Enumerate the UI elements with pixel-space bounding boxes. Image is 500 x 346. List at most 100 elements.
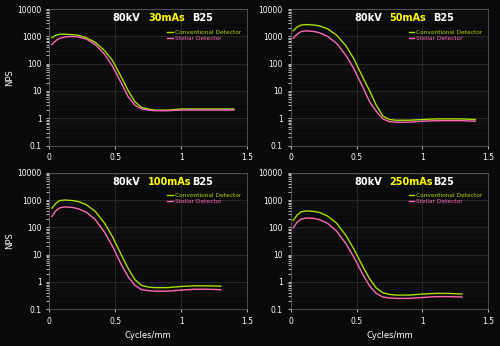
Conventional Detector <box>304 22 310 27</box>
Conventional Detector <box>294 25 300 29</box>
Conventional Detector <box>312 209 318 213</box>
Stellar Detector <box>294 32 300 36</box>
Stellar Detector <box>152 289 158 293</box>
Stellar Detector <box>366 284 372 288</box>
X-axis label: Cycles/mm: Cycles/mm <box>125 331 172 340</box>
Stellar Detector <box>132 103 138 107</box>
Stellar Detector <box>420 295 426 300</box>
Stellar Detector <box>57 206 63 210</box>
Stellar Detector <box>218 288 224 292</box>
Line: Conventional Detector: Conventional Detector <box>293 211 462 295</box>
Stellar Detector <box>70 34 76 38</box>
Stellar Detector <box>165 109 171 113</box>
Text: B25: B25 <box>192 177 212 187</box>
Conventional Detector <box>290 218 296 222</box>
Stellar Detector <box>145 289 151 293</box>
Conventional Detector <box>459 117 465 121</box>
Stellar Detector <box>75 207 81 211</box>
Stellar Detector <box>459 295 465 299</box>
Conventional Detector <box>343 44 349 48</box>
Conventional Detector <box>360 265 366 269</box>
Stellar Detector <box>343 242 349 246</box>
Stellar Detector <box>290 36 296 40</box>
Text: 250mAs: 250mAs <box>390 177 433 187</box>
Conventional Detector <box>192 284 198 288</box>
Text: 100mAs: 100mAs <box>148 177 192 187</box>
Stellar Detector <box>374 291 380 295</box>
Conventional Detector <box>360 76 366 80</box>
Conventional Detector <box>110 58 116 63</box>
Stellar Detector <box>57 36 63 40</box>
Conventional Detector <box>420 292 426 296</box>
Stellar Detector <box>420 119 426 123</box>
Legend: Conventional Detector, Stellar Detector: Conventional Detector, Stellar Detector <box>166 28 242 42</box>
Conventional Detector <box>92 40 98 45</box>
Conventional Detector <box>386 118 392 122</box>
Conventional Detector <box>119 76 125 80</box>
Conventional Detector <box>393 293 399 297</box>
Conventional Detector <box>110 235 116 239</box>
Stellar Detector <box>192 287 198 291</box>
Conventional Detector <box>446 117 452 121</box>
Stellar Detector <box>366 100 372 104</box>
Conventional Detector <box>62 198 68 202</box>
Stellar Detector <box>343 53 349 57</box>
Stellar Detector <box>83 37 89 41</box>
Conventional Detector <box>145 285 151 289</box>
Conventional Detector <box>152 108 158 112</box>
Text: 80kV: 80kV <box>112 13 140 23</box>
Stellar Detector <box>110 244 116 248</box>
Conventional Detector <box>316 210 322 215</box>
Conventional Detector <box>57 32 63 36</box>
Conventional Detector <box>312 23 318 27</box>
Stellar Detector <box>75 35 81 39</box>
Conventional Detector <box>316 24 322 28</box>
Conventional Detector <box>165 285 171 290</box>
Conventional Detector <box>62 32 68 36</box>
Stellar Detector <box>432 294 438 299</box>
Text: 80kV: 80kV <box>354 13 382 23</box>
Stellar Detector <box>70 206 76 210</box>
Conventional Detector <box>406 118 412 122</box>
Stellar Detector <box>119 82 125 86</box>
Conventional Detector <box>126 89 132 93</box>
Stellar Detector <box>380 295 386 299</box>
Stellar Detector <box>432 119 438 123</box>
Stellar Detector <box>53 209 59 213</box>
Conventional Detector <box>343 234 349 238</box>
Conventional Detector <box>432 117 438 121</box>
Stellar Detector <box>446 294 452 299</box>
Conventional Detector <box>204 284 210 288</box>
Conventional Detector <box>231 107 237 111</box>
Stellar Detector <box>324 34 330 38</box>
Conventional Detector <box>53 201 59 206</box>
Conventional Detector <box>83 36 89 40</box>
Stellar Detector <box>446 119 452 123</box>
Conventional Detector <box>351 57 357 61</box>
Conventional Detector <box>102 48 107 53</box>
Stellar Detector <box>126 95 132 99</box>
Text: 80kV: 80kV <box>354 177 382 187</box>
Stellar Detector <box>380 117 386 121</box>
Conventional Detector <box>406 293 412 297</box>
Stellar Detector <box>360 273 366 277</box>
Line: Stellar Detector: Stellar Detector <box>52 36 234 111</box>
Stellar Detector <box>92 43 98 47</box>
Line: Conventional Detector: Conventional Detector <box>52 200 220 288</box>
Conventional Detector <box>446 291 452 295</box>
Stellar Detector <box>204 287 210 291</box>
Conventional Detector <box>294 213 300 217</box>
Stellar Detector <box>472 119 478 123</box>
Conventional Detector <box>75 199 81 203</box>
Stellar Detector <box>312 217 318 221</box>
Conventional Detector <box>380 114 386 118</box>
Conventional Detector <box>102 221 107 225</box>
Stellar Detector <box>386 296 392 300</box>
Text: 30mAs: 30mAs <box>148 13 185 23</box>
Stellar Detector <box>102 230 107 235</box>
Conventional Detector <box>53 33 59 37</box>
Stellar Detector <box>126 275 132 279</box>
Stellar Detector <box>334 229 340 233</box>
Conventional Detector <box>204 107 210 111</box>
Conventional Detector <box>138 283 144 288</box>
